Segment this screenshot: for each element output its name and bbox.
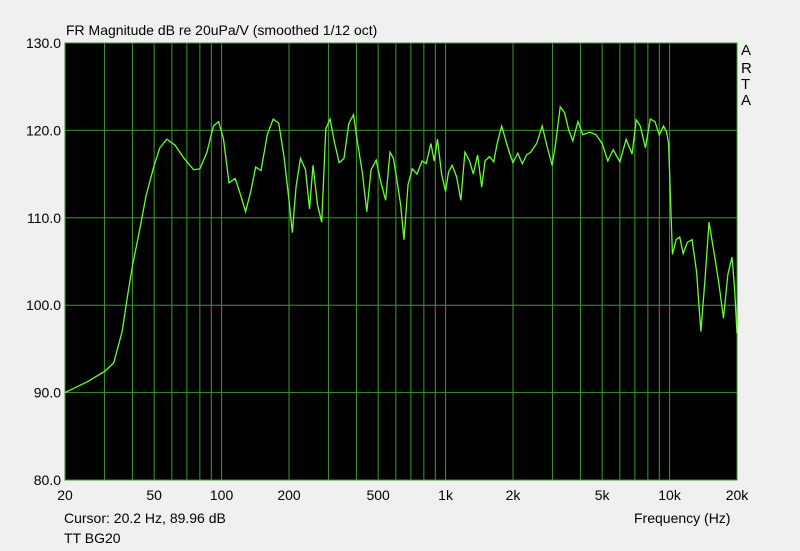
x-tick-label: 10k — [658, 487, 682, 503]
x-axis-label: Frequency (Hz) — [634, 510, 731, 526]
axis-tick-labels: 130.0 120.0 110.0 100.0 90.0 80.020 50 100 200 50… — [26, 35, 749, 503]
x-tick-label: 1k — [438, 487, 454, 503]
cursor-readout: Cursor: 20.2 Hz, 89.96 dB — [64, 510, 226, 526]
x-tick-label: 5k — [595, 487, 611, 503]
y-tick-label: 110.0 — [27, 210, 61, 226]
x-tick-label: 20k — [726, 487, 750, 503]
plot-area[interactable] — [65, 43, 737, 480]
grid-lines — [64, 42, 738, 481]
x-tick-label: 500 — [366, 487, 390, 503]
y-tick-label: 80.0 — [34, 472, 61, 488]
y-tick-label: 90.0 — [34, 385, 61, 401]
brand-letter: A — [741, 92, 752, 109]
plot-frame — [64, 42, 738, 481]
y-tick-label: 120.0 — [26, 122, 61, 138]
trace-name: TT BG20 — [64, 530, 121, 546]
x-tick-label: 200 — [277, 487, 301, 503]
x-tick-label: 50 — [146, 487, 162, 503]
brand-letter: T — [741, 76, 751, 93]
x-tick-label: 2k — [506, 487, 522, 503]
brand-letter: R — [741, 60, 752, 77]
x-tick-label: 100 — [210, 487, 234, 503]
brand-letter: A — [741, 42, 752, 59]
chart-title: FR Magnitude dB re 20uPa/V (smoothed 1/1… — [66, 22, 378, 38]
y-tick-label: 130.0 — [26, 35, 61, 51]
series-line-tt-bg20 — [64, 105, 738, 394]
y-tick-label: 100.0 — [26, 297, 61, 313]
x-tick-label: 20 — [57, 487, 73, 503]
